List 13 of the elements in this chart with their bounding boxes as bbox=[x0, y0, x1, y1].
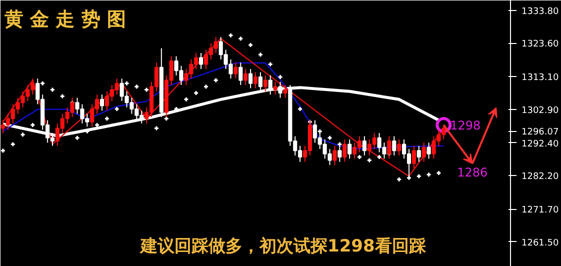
chart-title: 黄 金 走 势 图 bbox=[4, 8, 126, 30]
y-tick-label: 1292.40 bbox=[522, 139, 559, 150]
y-tick-label: 1323.60 bbox=[522, 40, 559, 50]
annotation: 1286 bbox=[457, 166, 488, 180]
annotation: 1298 bbox=[450, 118, 481, 133]
y-tick-label: 1313.10 bbox=[522, 73, 559, 84]
y-tick-label: 1261.50 bbox=[522, 238, 559, 248]
y-tick-label: 1271.70 bbox=[522, 206, 559, 216]
y-tick-label: 1296.07 bbox=[522, 128, 559, 138]
y-tick-label: 1282.20 bbox=[522, 172, 559, 182]
annotation: 建议回踩做多，初次试探1298看回踩 bbox=[138, 236, 427, 256]
y-tick-label: 1302.90 bbox=[522, 106, 559, 116]
y-tick-label: 1333.80 bbox=[522, 6, 559, 17]
